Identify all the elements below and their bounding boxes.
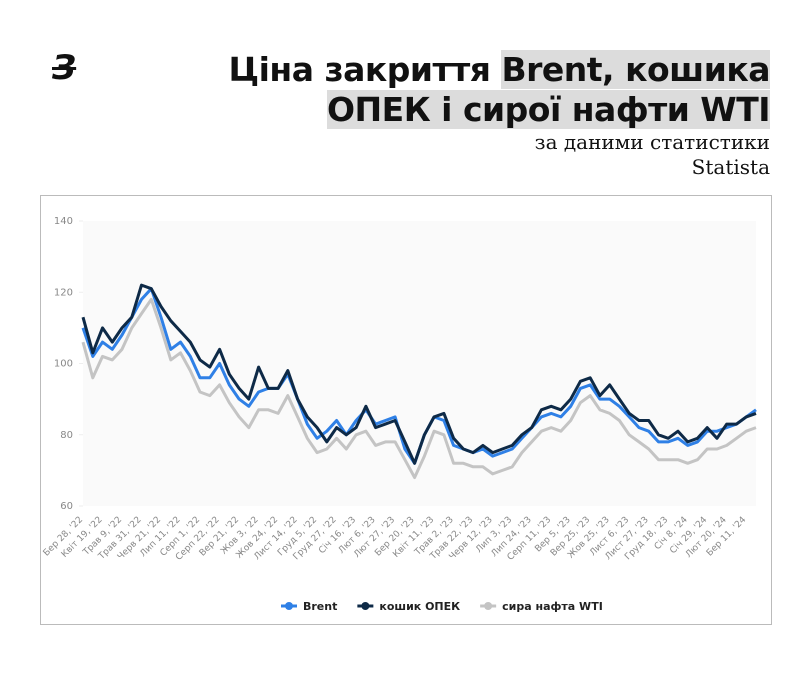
title-highlight: ОПЕК і сирої нафти WTI: [327, 90, 771, 129]
series-line: [81, 297, 757, 479]
legend-label: сира нафта WTI: [502, 600, 603, 613]
title-highlight: Brent, кошика: [501, 50, 770, 89]
title-plain: Ціна закриття: [228, 50, 491, 89]
y-tick-label: 140: [54, 216, 73, 227]
legend-swatch: [285, 602, 293, 610]
title: Ціна закриття Brent, кошика ОПЕК і сирої …: [130, 50, 771, 130]
legend-swatch: [484, 602, 493, 610]
y-tick-label: 120: [54, 287, 73, 298]
series-line: [81, 283, 757, 465]
legend-swatch: [361, 602, 370, 610]
legend-label: кошик ОПЕК: [379, 600, 460, 613]
plot-background: [83, 221, 756, 506]
y-tick-label: 80: [60, 430, 73, 441]
legend-label: Brent: [303, 600, 337, 613]
logo: З: [52, 48, 77, 88]
y-tick-label: 100: [54, 359, 73, 370]
chart-box: 60 80 100 120 140 Бер 28, '22 Квіт 19, '22 Трав…: [40, 195, 772, 625]
y-tick-label: 60: [60, 501, 73, 512]
subtitle: за даними статистики Statista: [534, 130, 770, 179]
